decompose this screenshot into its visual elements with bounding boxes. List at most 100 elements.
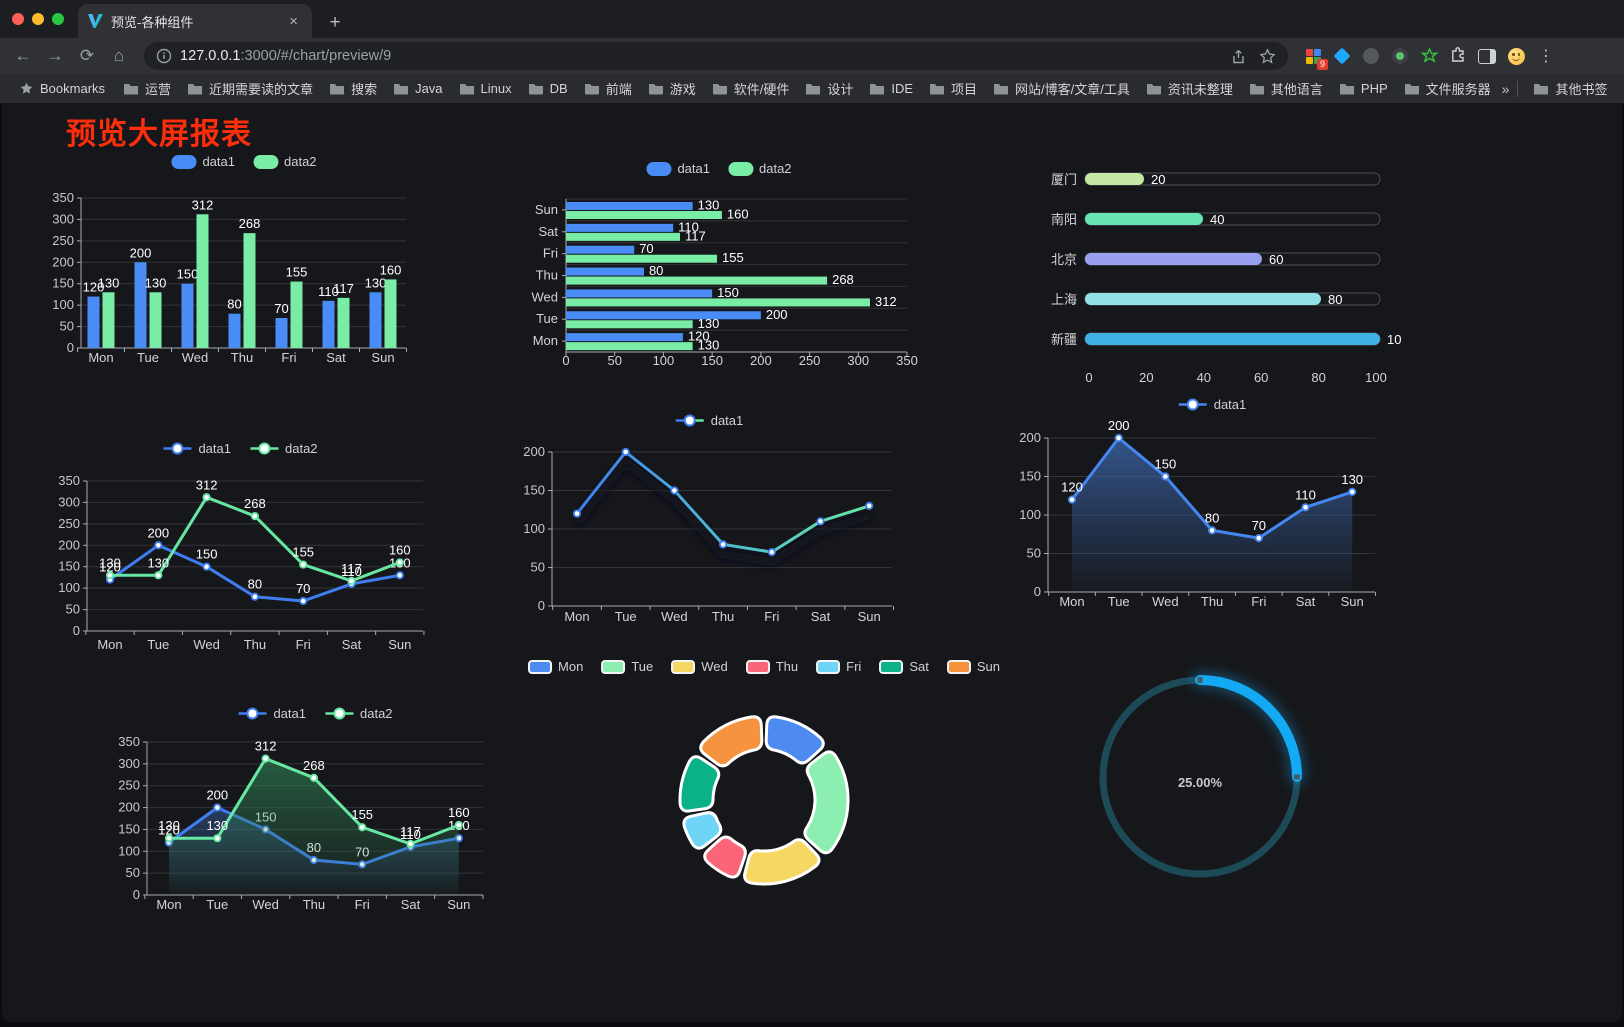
svg-text:200: 200 (750, 353, 772, 368)
bookmark-item-9[interactable]: 设计 (798, 76, 860, 101)
extension-badge: 9 (1316, 59, 1328, 70)
svg-text:Mon: Mon (156, 897, 181, 912)
extensions-puzzle-icon[interactable] (1447, 45, 1469, 67)
share-icon[interactable] (1230, 48, 1247, 65)
svg-text:117: 117 (341, 561, 362, 576)
address-bar[interactable]: 127.0.0.1:3000/#/chart/preview/9 (144, 42, 1288, 70)
legend-item-data2[interactable]: data2 (253, 154, 317, 169)
legend-item-Sun[interactable]: Sun (946, 659, 1000, 674)
bookmark-item-15[interactable]: PHP (1332, 78, 1395, 99)
legend-item-Thu[interactable]: Thu (745, 659, 798, 674)
legend-item-data1[interactable]: data1 (237, 706, 306, 721)
chart-area-single[interactable]: data1 0 50 100 150 200 Mon Tue Wed Thu Fri Sat Sun 1… (997, 395, 1397, 615)
browser-menu-icon[interactable]: ⋮ (1538, 48, 1554, 65)
browser-chrome: 预览-各种组件 × + ← → ⟳ ⌂ 127.0.0.1:3000/#/cha… (0, 0, 1624, 103)
tab-close-icon[interactable]: × (289, 12, 298, 30)
browser-tab[interactable]: 预览-各种组件 × (78, 4, 312, 38)
other-bookmarks[interactable]: 其他书签 (1526, 76, 1614, 101)
bookmark-item-1[interactable]: 近期需要读的文章 (180, 76, 320, 101)
legend-swatch (671, 659, 696, 674)
chart-line-gradient-legend: data1 (675, 413, 743, 428)
extension-gem-icon[interactable] (1331, 45, 1353, 67)
legend-item-data1[interactable]: data1 (675, 413, 743, 428)
extension-circle-icon[interactable] (1360, 45, 1382, 67)
back-icon[interactable]: ← (14, 46, 32, 65)
svg-text:70: 70 (1252, 518, 1266, 533)
chart-line-two-series[interactable]: data1 data2 0 50 100 150 200 250 300 350 Mon Tue We… (42, 435, 462, 660)
chart-city-progress[interactable]: 厦门 20 南阳 40 北京 60 上海 80 新疆 100 0 20 40 60 80 100 (1002, 160, 1402, 395)
legend-item-data2[interactable]: data2 (324, 706, 393, 721)
reload-icon[interactable]: ⟳ (79, 46, 95, 65)
bookmark-item-11[interactable]: 项目 (922, 76, 984, 101)
legend-item-data2[interactable]: data2 (728, 161, 792, 176)
legend-item-data1[interactable]: data1 (646, 161, 710, 176)
chart-gauge-ring[interactable]: 25.00% (1062, 640, 1342, 895)
svg-text:150: 150 (58, 559, 80, 574)
extension-colorful-icon[interactable]: 9 (1302, 45, 1328, 70)
bookmark-item-6[interactable]: 前端 (577, 76, 639, 101)
legend-item-Sat[interactable]: Sat (879, 659, 929, 674)
svg-text:117: 117 (333, 281, 354, 296)
bookmark-item-14[interactable]: 其他语言 (1242, 76, 1330, 101)
bookmarks-manager[interactable]: Bookmarks (12, 78, 112, 99)
bookmark-item-16[interactable]: 文件服务器 (1397, 76, 1498, 101)
svg-text:117: 117 (400, 824, 421, 839)
svg-text:0: 0 (562, 353, 569, 368)
bookmark-star-icon[interactable] (1259, 47, 1276, 65)
svg-text:100: 100 (1019, 507, 1041, 522)
new-tab-button[interactable]: + (329, 12, 341, 33)
chart-donut[interactable]: Mon Tue Wed Thu Fri Sat Sun (528, 655, 1000, 895)
svg-text:350: 350 (896, 353, 918, 368)
svg-text:150: 150 (118, 821, 140, 836)
svg-text:268: 268 (239, 216, 261, 231)
svg-text:Fri: Fri (1251, 594, 1266, 609)
bookmark-item-10[interactable]: IDE (862, 78, 920, 99)
svg-text:200: 200 (1019, 430, 1041, 445)
chart-horizontal-bar[interactable]: data1 data2 0 50 100 150 200 250 300 350 Sun 130 16… (502, 158, 922, 373)
legend-item-Mon[interactable]: Mon (528, 659, 583, 674)
legend-item-Tue[interactable]: Tue (601, 659, 653, 674)
bookmark-item-12[interactable]: 网站/博客/文章/工具 (986, 76, 1137, 101)
home-icon[interactable]: ⌂ (113, 46, 125, 65)
star-icon (20, 82, 33, 94)
extension-green-star-icon[interactable] (1418, 45, 1440, 67)
legend-item-data1[interactable]: data1 (171, 154, 235, 169)
svg-text:Tue: Tue (137, 350, 159, 365)
favicon-v-logo (88, 14, 103, 28)
chart-area-two-series[interactable]: data1 data2 0 50 100 150 200 250 300 350 Mon Tue We… (102, 680, 502, 918)
donut-slice-Sun (699, 715, 764, 768)
profile-emoji-avatar[interactable] (1505, 45, 1527, 67)
bookmarks-overflow-chevron[interactable]: » (1501, 80, 1510, 97)
bookmark-item-3[interactable]: Java (386, 78, 449, 99)
svg-text:350: 350 (118, 734, 140, 749)
chart-line-gradient[interactable]: data1 0 50 100 150 200 Mon Tue Wed Thu Fri Sat Sun (502, 405, 902, 627)
info-icon[interactable] (156, 48, 172, 64)
sidebar-toggle-icon[interactable] (1476, 45, 1498, 67)
legend-item-Fri[interactable]: Fri (816, 659, 861, 674)
svg-text:Fri: Fri (355, 897, 370, 912)
bookmark-item-7[interactable]: 游戏 (641, 76, 703, 101)
legend-item-data1[interactable]: data1 (162, 441, 231, 456)
bookmark-item-2[interactable]: 搜索 (322, 76, 384, 101)
forward-icon[interactable]: → (46, 46, 64, 65)
chart-grouped-bar[interactable]: data1 data2 0 50 100 150 200 250 300 350 Mon Tue We… (42, 150, 462, 380)
folder-icon (584, 84, 599, 95)
svg-text:200: 200 (52, 254, 74, 269)
svg-text:60: 60 (1269, 252, 1283, 267)
bookmark-item-0[interactable]: 运营 (116, 76, 178, 101)
maximize-window-button[interactable] (52, 13, 64, 25)
minimize-window-button[interactable] (32, 13, 44, 25)
svg-text:120: 120 (83, 280, 105, 295)
legend-item-Wed[interactable]: Wed (671, 659, 728, 674)
legend-item-data1[interactable]: data1 (1178, 397, 1246, 412)
svg-text:50: 50 (66, 602, 80, 617)
legend-marker (238, 707, 267, 720)
legend-marker (163, 442, 192, 455)
extension-green-dot-icon[interactable] (1389, 45, 1411, 67)
bookmark-item-5[interactable]: DB (521, 78, 575, 99)
legend-item-data2[interactable]: data2 (249, 441, 318, 456)
bookmark-item-13[interactable]: 资讯未整理 (1139, 76, 1240, 101)
bookmark-item-4[interactable]: Linux (452, 78, 519, 99)
close-window-button[interactable] (12, 13, 24, 25)
bookmark-item-8[interactable]: 软件/硬件 (705, 76, 797, 101)
